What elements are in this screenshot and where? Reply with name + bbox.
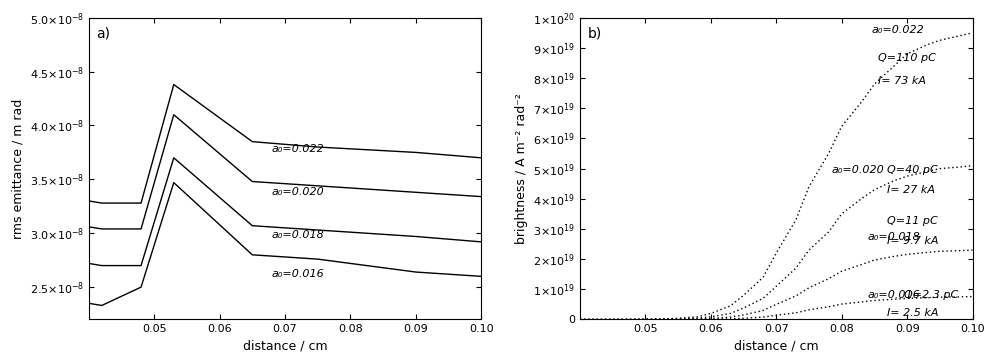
Text: I= 2.5 kA: I= 2.5 kA bbox=[887, 308, 939, 318]
X-axis label: distance / cm: distance / cm bbox=[243, 340, 328, 353]
Text: Q=2.3 pC: Q=2.3 pC bbox=[903, 290, 958, 300]
Text: a₀=0.018: a₀=0.018 bbox=[868, 232, 920, 242]
Text: a₀=0.020: a₀=0.020 bbox=[272, 187, 325, 197]
Y-axis label: rms emittance / m rad: rms emittance / m rad bbox=[11, 99, 24, 239]
Text: I= 73 kA: I= 73 kA bbox=[877, 76, 925, 86]
Text: Q=11 pC: Q=11 pC bbox=[887, 217, 938, 226]
Text: I= 27 kA: I= 27 kA bbox=[887, 185, 935, 195]
Text: Q=40 pC: Q=40 pC bbox=[887, 165, 938, 175]
Text: a₀=0.016: a₀=0.016 bbox=[868, 290, 920, 300]
X-axis label: distance / cm: distance / cm bbox=[734, 340, 819, 353]
Text: a₀=0.022: a₀=0.022 bbox=[872, 25, 924, 35]
Text: I= 9.7 kA: I= 9.7 kA bbox=[887, 236, 939, 246]
Y-axis label: brightness / A m⁻² rad⁻²: brightness / A m⁻² rad⁻² bbox=[515, 93, 528, 244]
Text: b): b) bbox=[588, 27, 602, 41]
Text: Q=110 pC: Q=110 pC bbox=[877, 54, 935, 63]
Text: a₀=0.022: a₀=0.022 bbox=[272, 144, 325, 154]
Text: a): a) bbox=[97, 27, 111, 41]
Text: a₀=0.020: a₀=0.020 bbox=[832, 165, 884, 175]
Text: a₀=0.016: a₀=0.016 bbox=[272, 269, 325, 279]
Text: a₀=0.018: a₀=0.018 bbox=[272, 230, 325, 240]
